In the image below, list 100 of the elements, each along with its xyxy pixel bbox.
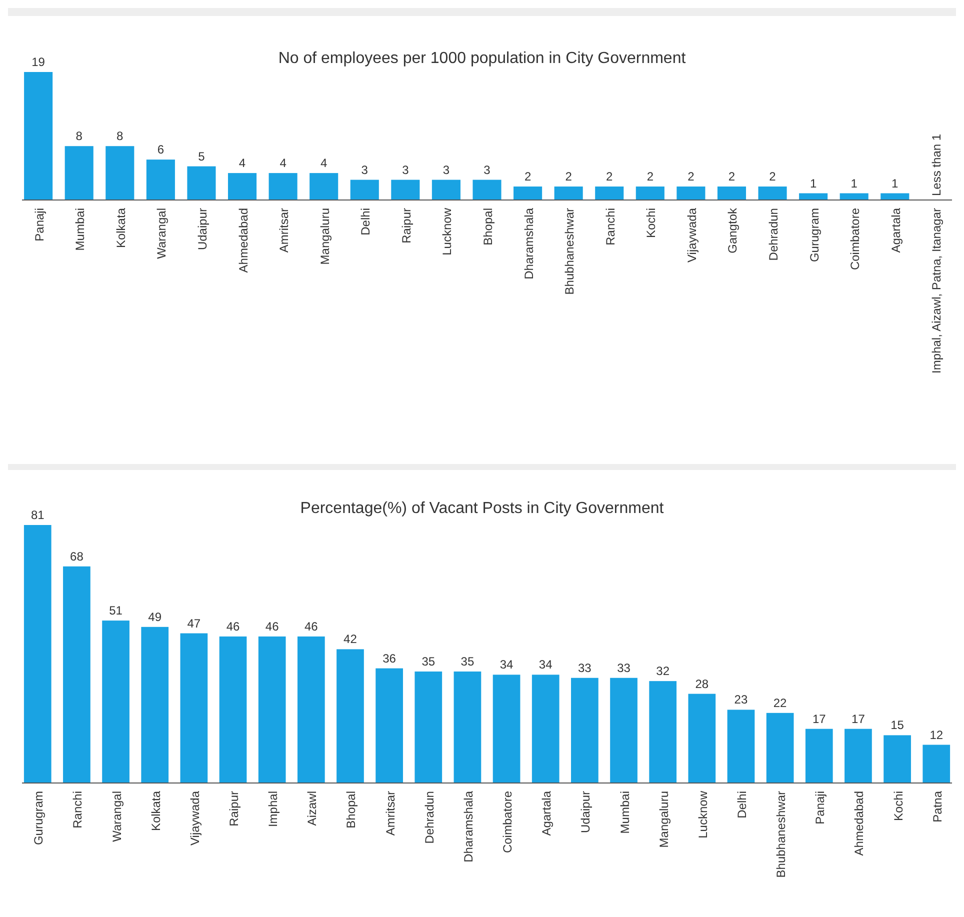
x-tick-label: Agartala <box>888 208 903 253</box>
bar <box>24 72 53 200</box>
x-tick-label: Vijaywada <box>188 790 202 846</box>
x-tick-label: Udaipur <box>195 208 210 250</box>
x-tick-label: Mangaluru <box>656 791 671 848</box>
bar <box>63 566 90 783</box>
x-tick-label: Dehradun <box>422 791 436 844</box>
data-label: 17 <box>852 712 866 726</box>
bar <box>187 166 216 200</box>
bar <box>350 180 379 200</box>
bar <box>268 173 298 200</box>
text: Less than 1 <box>930 134 944 196</box>
data-label: 32 <box>656 664 670 678</box>
data-label: 49 <box>148 610 162 624</box>
bar <box>766 712 794 783</box>
data-label: 8 <box>116 129 124 144</box>
data-label: 2 <box>606 170 614 184</box>
x-tick-label: Gurugram <box>807 208 822 262</box>
data-label: 4 <box>320 156 328 170</box>
bar <box>595 186 624 200</box>
bar <box>649 681 677 783</box>
data-label: 51 <box>109 604 123 618</box>
bar <box>636 186 664 200</box>
bar <box>310 173 338 200</box>
x-tick-label: Bhopal <box>344 791 358 828</box>
data-label: 2 <box>565 170 572 184</box>
x-tick-label: Delhi <box>358 208 373 236</box>
data-label: 8 <box>76 129 83 144</box>
x-tick-label: Warangal <box>154 208 169 259</box>
x-tick-label: Ahmedabad <box>236 208 250 273</box>
x-tick-label: Dharamshala <box>522 208 536 280</box>
x-tick-label: Bhubhaneshwar <box>774 791 788 878</box>
data-label: 22 <box>773 696 788 710</box>
data-label: 35 <box>422 654 436 669</box>
bar <box>297 636 325 783</box>
x-tick-label: Delhi <box>734 791 749 818</box>
data-label: 35 <box>460 654 474 669</box>
x-tick-label: Lucknow <box>696 790 710 838</box>
data-label: 17 <box>812 712 826 726</box>
bar <box>106 146 134 200</box>
data-label: 1 <box>810 176 817 190</box>
data-label: 81 <box>30 508 45 522</box>
bar <box>727 710 755 783</box>
bar <box>141 626 169 783</box>
bar <box>432 180 460 200</box>
x-tick-label: Panaji <box>813 791 828 824</box>
bar <box>922 744 950 783</box>
x-tick-label: Patna <box>930 790 944 822</box>
data-label: 34 <box>500 658 514 672</box>
data-label: 47 <box>187 616 201 630</box>
bar <box>844 728 872 783</box>
x-tick-label: Ahmedabad <box>852 791 866 856</box>
bar <box>472 180 502 200</box>
x-tick-label: Panaji <box>32 208 46 242</box>
x-tick-label: Aizawl <box>305 791 320 826</box>
data-label: 2 <box>524 170 532 184</box>
x-tick-label: Raipur <box>227 791 242 826</box>
x-tick-label: Bhubhaneshwar <box>562 208 577 295</box>
bar <box>758 186 787 200</box>
x-tick-label: Raipur <box>399 208 414 244</box>
data-label: 46 <box>226 619 240 634</box>
bar <box>454 672 482 783</box>
x-tick-label: Coimbatore <box>848 208 862 270</box>
x-tick-label: Amritsar <box>383 791 398 836</box>
x-tick-label: Ranchi <box>70 791 85 828</box>
bar <box>180 633 208 783</box>
data-label: 46 <box>265 619 280 634</box>
bar <box>571 678 598 783</box>
chart-title: No of employees per 1000 population in City Government <box>278 50 686 67</box>
x-tick-label: Gurugram <box>32 791 46 846</box>
x-tick-label: Lucknow <box>440 208 454 256</box>
bar <box>717 186 746 200</box>
data-label: 4 <box>280 156 287 170</box>
x-tick-label: Udaipur <box>578 791 593 834</box>
bar <box>336 649 364 783</box>
x-tick-label: Mumbai <box>73 208 88 251</box>
bar <box>492 674 520 783</box>
x-tick-label: Coimbatore <box>500 790 515 854</box>
x-tick-label: Imphal <box>266 791 280 828</box>
bar <box>258 636 286 783</box>
x-tick-label: Kochi <box>644 208 658 238</box>
bar <box>884 735 911 783</box>
x-tick-label: Amritsar <box>277 208 292 253</box>
bar <box>414 672 442 783</box>
chart-title: Percentage(%) of Vacant Posts in City Government <box>300 500 664 517</box>
bar <box>391 180 420 200</box>
x-tick-label: Vijaywada <box>684 208 699 262</box>
data-label: 19 <box>32 55 46 69</box>
x-tick-label: Imphal, Aizawl, Patna, Itanagar <box>930 208 944 374</box>
bar <box>228 173 257 200</box>
data-label: 46 <box>304 619 318 634</box>
bar <box>514 186 542 200</box>
x-tick-label: Agartala <box>540 790 554 836</box>
data-label: 15 <box>890 718 904 732</box>
bar <box>219 636 247 783</box>
data-label: 3 <box>484 162 491 177</box>
bar <box>610 678 638 783</box>
data-label: 6 <box>157 142 164 157</box>
data-label: 1 <box>850 176 858 190</box>
x-tick-label: Gangtok <box>726 207 740 254</box>
